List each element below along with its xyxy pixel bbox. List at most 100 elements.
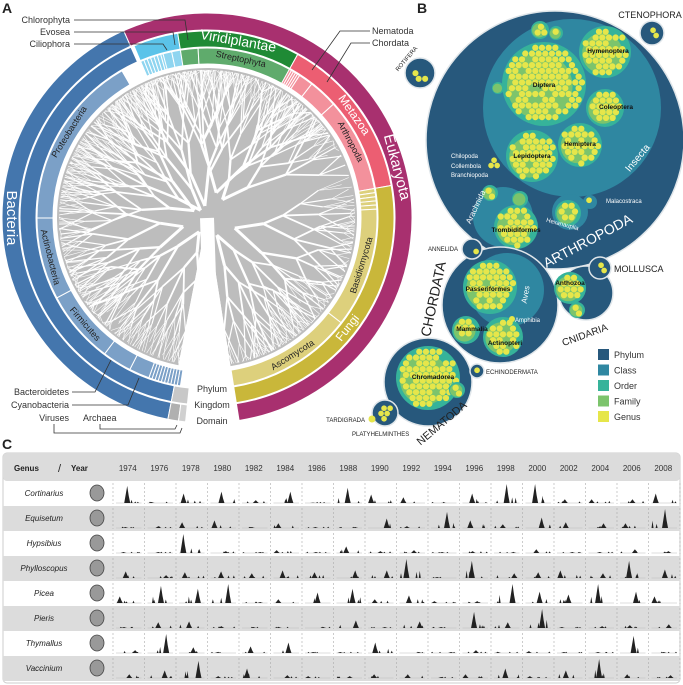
occurrence-peak [116, 596, 135, 603]
tree-branch [98, 116, 119, 128]
genus-dot [509, 325, 517, 332]
tree-branch [169, 206, 195, 213]
label-ctenophora: CTENOPHORA [618, 10, 682, 20]
tree-branch [297, 275, 319, 298]
tree-branch [201, 69, 207, 88]
tree-branch [170, 74, 173, 90]
tree-branch [76, 148, 104, 158]
genus-dot [561, 214, 569, 221]
table-row: Picea [34, 583, 681, 604]
tree-branch [141, 299, 155, 319]
tree-branch [218, 71, 227, 93]
genus-dot [483, 291, 490, 298]
genus-dot [493, 285, 500, 293]
genus-dot [436, 383, 443, 390]
tree-branch [141, 85, 146, 93]
tree-branch [60, 239, 80, 242]
tree-branch [162, 134, 168, 159]
tree-branch [180, 111, 185, 151]
genus-dot [565, 79, 572, 86]
occurrence-peak [658, 624, 672, 628]
genus-dot [524, 213, 531, 220]
occurrence-peak [400, 497, 416, 503]
tree-branch [207, 71, 219, 108]
genus-dot [532, 161, 540, 168]
tree-branch [111, 208, 143, 222]
genus-dot [422, 360, 430, 367]
kingdom-fungi [233, 184, 395, 404]
tree-branch [221, 110, 232, 149]
tree-branch [263, 297, 272, 323]
tree-branch [263, 296, 284, 312]
tree-branch [336, 254, 348, 266]
genus-dot [532, 90, 539, 98]
genus-dot [518, 102, 526, 109]
genus-dot [465, 318, 472, 325]
phylum-mollusca [588, 256, 612, 280]
tree-branch [233, 227, 263, 254]
genus-dot [616, 103, 623, 110]
tree-branch [66, 249, 89, 264]
genus-dot [513, 342, 520, 350]
tree-branch [65, 249, 100, 262]
tree-branch [349, 208, 355, 214]
tree-branch [286, 116, 315, 131]
tree-branch [269, 315, 297, 337]
genus-dot [561, 202, 569, 209]
tree-branch [303, 125, 324, 143]
tree-branch [84, 300, 92, 307]
genus-dot [494, 162, 500, 169]
tree-branch [166, 75, 172, 90]
label-bacteria: Bacteria [3, 190, 20, 246]
genus-dot [552, 102, 559, 109]
tree-branch [129, 91, 139, 106]
tree-branch [154, 80, 169, 116]
genus-dot [525, 79, 532, 86]
genus-dot [609, 114, 616, 122]
genus-dot [432, 365, 440, 373]
tree-branch [318, 249, 346, 272]
tree-branch [321, 281, 337, 291]
tree-branch [64, 249, 88, 257]
genus-dot [612, 34, 619, 41]
genus-dot [473, 285, 480, 293]
tree-branch [59, 221, 86, 229]
genus-dot [562, 85, 569, 92]
genus-dot [406, 389, 413, 396]
tree-branch [245, 76, 250, 87]
tree-branch [124, 299, 155, 329]
tree-branch [79, 142, 105, 158]
genus-dot [455, 390, 463, 397]
genus-dot [522, 73, 529, 80]
tree-branch [59, 198, 82, 202]
tree-branch [276, 106, 304, 129]
genus-dot [591, 148, 598, 156]
genus-dot [532, 67, 539, 75]
tree-branch [144, 174, 168, 183]
tree-branch [147, 117, 154, 139]
tree-branch [269, 115, 274, 148]
genus-dot [561, 142, 568, 150]
label-branchiopoda: Branchiopoda [451, 173, 489, 179]
occurrence-peak [126, 674, 140, 678]
tree-branch [77, 145, 104, 165]
tree-branch [234, 222, 264, 230]
tree-branch [100, 115, 115, 124]
genus-dot [507, 207, 514, 214]
genus-dot [522, 144, 530, 151]
occurrence-peak [403, 621, 424, 628]
genus-dot [535, 108, 542, 115]
genus-dot [552, 90, 559, 98]
occurrence-peak [494, 622, 511, 628]
ring-legend-domain: Domain [196, 416, 227, 426]
tree-branch [246, 173, 287, 189]
tree-branch [136, 153, 158, 164]
tree-branch [318, 184, 342, 191]
genus-dot [436, 394, 443, 402]
tree-branch [103, 110, 110, 113]
horsetail-icon-shape [89, 509, 105, 527]
occurrence-peak [432, 626, 446, 628]
tree-branch [139, 175, 156, 198]
genus-dot [515, 96, 522, 103]
